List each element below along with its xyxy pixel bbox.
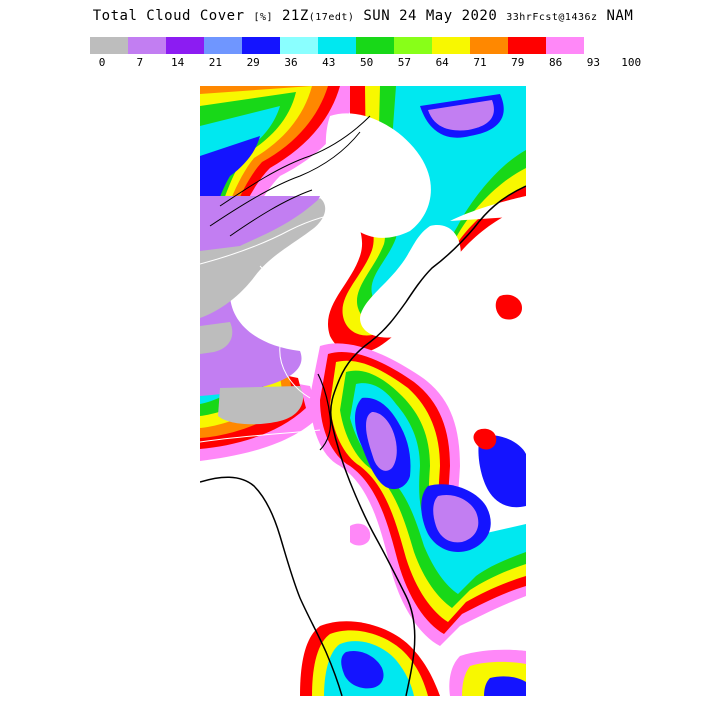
title-variable: Total Cloud Cover [92, 8, 245, 24]
legend-tick-label: 7 [136, 56, 144, 69]
legend-swatch [90, 37, 128, 54]
title-date: SUN 24 May 2020 [363, 8, 498, 24]
legend-swatch [356, 37, 394, 54]
legend-tick-label: 57 [397, 56, 412, 69]
cloud-band-lavender [200, 196, 320, 396]
overcast-center-mid [360, 225, 461, 338]
legend-swatch [280, 37, 318, 54]
ne-ring-lavender [428, 100, 494, 131]
legend-tick-label: 43 [322, 56, 336, 69]
overcast-center-north [325, 113, 431, 238]
cloud-cover-map [200, 86, 526, 696]
ne-ring-cyan [371, 86, 526, 305]
legend-tick-label: 100 [621, 56, 642, 69]
legend-tick-label: 21 [208, 56, 223, 69]
legend-tick-label: 29 [246, 56, 260, 69]
northwest-cloud-field [200, 86, 360, 461]
legend-swatch [166, 37, 204, 54]
south-blue [341, 650, 384, 689]
geographic-lines [200, 115, 526, 696]
legend-tick-label: 79 [511, 56, 525, 69]
legend-tick-label: 86 [548, 56, 563, 69]
legend-tick-label: 93 [586, 56, 601, 69]
west-offshore-pink [350, 523, 371, 546]
legend-swatch [546, 37, 584, 54]
state-border-2 [259, 265, 311, 399]
state-border-1 [200, 211, 351, 265]
central-cloud-field [310, 343, 526, 646]
legend-swatch [432, 37, 470, 54]
legend-ticks: 0 7 14 21 29 36 43 50 57 64 71 79 86 93 100 [0, 56, 726, 72]
contour-lines-north [209, 115, 371, 237]
color-legend [90, 37, 584, 54]
legend-swatch [128, 37, 166, 54]
legend-swatch [204, 37, 242, 54]
legend-swatch [318, 37, 356, 54]
title-model: NAM [606, 8, 634, 24]
coastline-east [329, 185, 526, 696]
legend-swatch [470, 37, 508, 54]
coastline-baja-west [200, 476, 343, 696]
east-blue [478, 435, 526, 508]
coastline-peninsula [317, 373, 332, 451]
legend-tick-label: 50 [359, 56, 374, 69]
title-unit: [%] [253, 12, 274, 23]
title-local-time: (17edt) [308, 12, 355, 23]
southeast-lavender [433, 494, 479, 543]
legend-swatch [394, 37, 432, 54]
central-lavender [366, 412, 397, 471]
legend-tick-label: 36 [284, 56, 298, 69]
offshore-blob-2 [473, 428, 497, 450]
title-valid-time: 21Z [281, 8, 309, 24]
legend-tick-label: 71 [473, 56, 487, 69]
south-cloud-field [300, 294, 526, 696]
legend-swatch [242, 37, 280, 54]
offshore-blob-1 [495, 294, 522, 320]
legend-swatch [508, 37, 546, 54]
map-title: Total Cloud Cover [%] 21Z(17edt) SUN 24 … [0, 8, 726, 24]
southeast-corner-blue [484, 676, 526, 696]
clear-sky-grey-west [200, 322, 233, 354]
clear-sky-grey-south [218, 386, 304, 425]
state-border-3 [200, 429, 321, 443]
legend-tick-label: 0 [98, 56, 106, 69]
legend-tick-label: 64 [435, 56, 449, 69]
title-forecast: 33hrFcst@1436z [506, 12, 598, 23]
legend-tick-label: 14 [170, 56, 185, 69]
